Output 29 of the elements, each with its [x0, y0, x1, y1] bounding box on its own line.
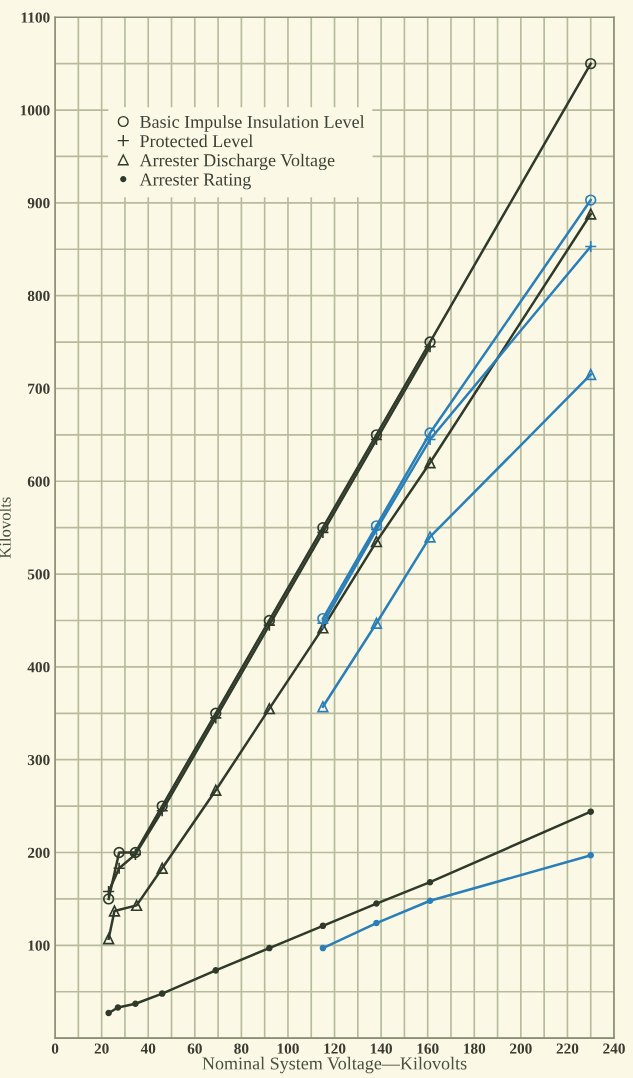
- x-tick-label: 60: [187, 1043, 202, 1054]
- legend-label: Arrester Discharge Voltage: [139, 153, 335, 171]
- x-tick-label: 220: [556, 1043, 579, 1054]
- x-tick-label: 40: [140, 1043, 156, 1054]
- y-tick-label: 300: [27, 754, 50, 766]
- x-tick-label: 140: [370, 1043, 392, 1054]
- y-tick-label: 700: [28, 383, 50, 394]
- y-tick-label: 400: [27, 662, 50, 673]
- legend-label: Protected Level: [140, 134, 253, 148]
- y-tick-label: 1000: [20, 105, 50, 116]
- y-tick-label: 100: [28, 940, 50, 951]
- y-tick-label: 200: [27, 847, 50, 858]
- x-tick-label: 100: [277, 1043, 299, 1054]
- x-tick-label: 0: [51, 1043, 59, 1054]
- legend-label: Basic Impulse Insulation Level: [140, 115, 365, 132]
- y-tick-label: 900: [27, 198, 50, 209]
- y-tick-label: 1100: [21, 12, 50, 23]
- x-tick-label: 120: [324, 1043, 346, 1054]
- x-tick-label: 200: [510, 1043, 532, 1054]
- y-tick-label: 600: [27, 476, 50, 487]
- x-tick-label: 160: [417, 1043, 439, 1054]
- y-tick-label: 500: [27, 569, 50, 580]
- x-tick-label: 80: [234, 1043, 249, 1054]
- x-tick-label: 180: [464, 1043, 486, 1054]
- x-tick-label: 240: [603, 1043, 625, 1054]
- y-tick-label: 800: [27, 290, 50, 302]
- x-tick-label: 20: [94, 1043, 109, 1054]
- x-axis-title: Nominal System Voltage—Kilovolts: [202, 1056, 467, 1074]
- legend-label: Arrester Rating: [139, 173, 251, 190]
